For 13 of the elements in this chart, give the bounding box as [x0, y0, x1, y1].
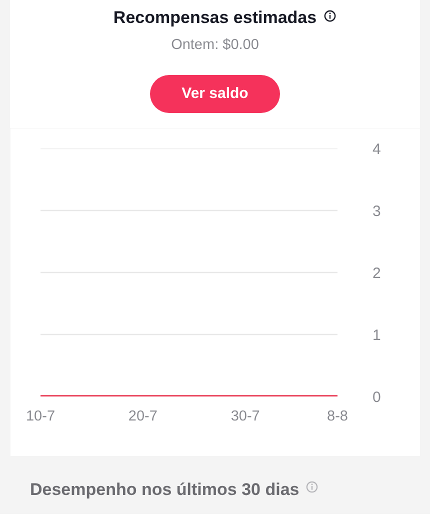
y-tick-label: 1	[372, 327, 381, 344]
x-tick-label: 10-7	[26, 408, 56, 424]
text: Desempenho nos últimos 30 dias	[30, 480, 300, 499]
x-tick-label: 30-7	[230, 408, 260, 424]
chart-title: Recompensas estimadas	[113, 8, 317, 27]
x-tick-label: 8-8	[327, 408, 348, 424]
y-tick-label: 4	[372, 141, 381, 158]
y-tick-label: 0	[372, 389, 381, 406]
y-tick-label: 2	[372, 265, 381, 282]
chart-subtitle: Ontem: $0.00	[170, 36, 260, 54]
button: Ver saldo	[150, 75, 280, 113]
x-tick-label: 20-7	[128, 408, 158, 424]
y-tick-label: 3	[372, 203, 381, 220]
